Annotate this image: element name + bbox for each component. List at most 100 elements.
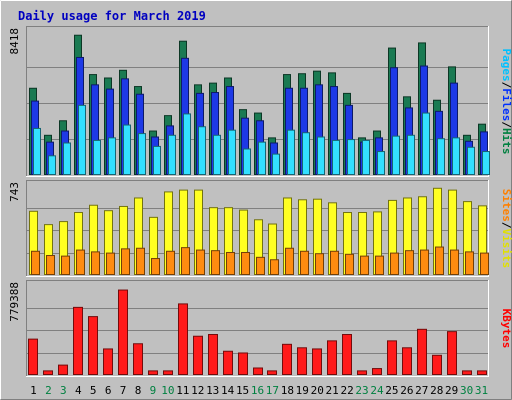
x-tick-label-day-23: 23 xyxy=(355,384,368,397)
bar-pages-day-25 xyxy=(392,135,400,175)
bar-kbytes-day-17 xyxy=(267,370,277,375)
bar-pages-day-22 xyxy=(347,139,355,176)
bar-pages-day-18 xyxy=(287,129,295,175)
panel-middle-legend: Sites/Visits xyxy=(500,189,512,269)
bar-kbytes-day-22 xyxy=(342,334,352,375)
x-tick-label-day-4: 4 xyxy=(75,384,82,397)
bar-sites-day-26 xyxy=(405,250,414,276)
bar-kbytes-day-11 xyxy=(178,303,188,375)
bar-sites-day-8 xyxy=(136,247,145,275)
bar-pages-day-26 xyxy=(407,134,415,176)
bar-kbytes-day-12 xyxy=(193,335,203,376)
legend-entry-kbytes: KBytes xyxy=(500,309,512,349)
series-kbytes xyxy=(28,289,487,376)
bar-kbytes-day-28 xyxy=(432,354,442,376)
bar-kbytes-day-29 xyxy=(447,331,457,375)
x-tick-label-day-26: 26 xyxy=(400,384,413,397)
bar-pages-day-9 xyxy=(153,145,161,176)
legend-entry-sites: Sites xyxy=(500,189,512,222)
bar-sites-day-20 xyxy=(315,253,324,276)
bar-sites-day-11 xyxy=(181,247,190,275)
bar-pages-day-29 xyxy=(452,137,460,176)
bar-kbytes-day-18 xyxy=(282,343,292,375)
bar-sites-day-22 xyxy=(345,253,354,276)
bar-pages-day-2 xyxy=(48,155,56,175)
x-axis-day-labels: 1 2 3 4 5 6 7 8 9 10 11 12 13 14 15 16 17 18 19 20 21 22 23 24 2… xyxy=(30,384,488,397)
bar-kbytes-day-10 xyxy=(163,370,173,375)
bar-kbytes-day-25 xyxy=(387,340,397,375)
panel-middle-max-label: 743 xyxy=(8,182,21,202)
x-tick-label-day-14: 14 xyxy=(221,384,235,397)
bar-sites-day-23 xyxy=(360,255,369,275)
bar-sites-day-14 xyxy=(226,251,235,276)
panel-top-legend: Pages/Files/Hits xyxy=(500,49,512,155)
bar-sites-day-16 xyxy=(256,256,265,275)
bar-sites-day-13 xyxy=(211,250,220,276)
bar-kbytes-day-26 xyxy=(402,347,412,376)
bar-kbytes-day-14 xyxy=(223,350,233,376)
bar-sites-day-17 xyxy=(270,259,279,275)
bar-pages-day-4 xyxy=(78,104,86,175)
legend-entry-files: Files xyxy=(500,88,512,121)
bar-pages-day-15 xyxy=(243,148,251,175)
bar-pages-day-17 xyxy=(272,153,280,175)
bar-pages-day-13 xyxy=(213,134,221,176)
bar-kbytes-day-9 xyxy=(148,370,158,375)
bar-kbytes-day-4 xyxy=(73,306,83,376)
bar-sites-day-24 xyxy=(375,255,384,275)
x-tick-label-day-6: 6 xyxy=(105,384,112,397)
bar-sites-day-29 xyxy=(450,249,459,276)
bar-pages-day-5 xyxy=(93,139,101,175)
bar-sites-day-12 xyxy=(196,249,205,276)
bar-sites-day-21 xyxy=(330,250,339,276)
bar-kbytes-day-1 xyxy=(28,338,38,375)
bar-kbytes-day-15 xyxy=(238,352,248,375)
legend-entry-separator-3: / xyxy=(500,121,512,128)
bar-kbytes-day-8 xyxy=(133,343,143,376)
bar-kbytes-day-6 xyxy=(103,348,113,376)
x-tick-label-day-20: 20 xyxy=(311,384,324,397)
bar-sites-day-27 xyxy=(420,249,429,276)
panel-bottom-max-label: 779388 xyxy=(8,282,21,322)
bar-pages-day-31 xyxy=(482,151,490,175)
bar-sites-day-28 xyxy=(435,246,444,275)
x-tick-label-day-7: 7 xyxy=(120,384,127,397)
bar-kbytes-day-24 xyxy=(372,368,382,375)
x-tick-label-day-13: 13 xyxy=(206,384,219,397)
x-tick-label-day-8: 8 xyxy=(135,384,142,397)
x-tick-label-day-22: 22 xyxy=(340,384,353,397)
bar-pages-day-3 xyxy=(63,142,71,175)
x-tick-label-day-24: 24 xyxy=(370,384,384,397)
bar-pages-day-27 xyxy=(422,112,430,175)
x-tick-label-day-19: 19 xyxy=(296,384,309,397)
bar-pages-day-11 xyxy=(183,113,191,176)
chart-title: Daily usage for March 2019 xyxy=(18,9,206,23)
bar-sites-day-18 xyxy=(285,247,294,275)
x-tick-label-day-1: 1 xyxy=(30,384,37,397)
x-tick-label-day-27: 27 xyxy=(415,384,428,397)
bar-sites-day-3 xyxy=(61,255,70,275)
bar-sites-day-31 xyxy=(480,252,489,276)
x-tick-label-day-25: 25 xyxy=(385,384,398,397)
bar-sites-day-19 xyxy=(300,250,309,276)
bar-pages-day-14 xyxy=(228,129,236,175)
x-tick-label-day-17: 17 xyxy=(266,384,279,397)
panel-bottom: 779388 KBytes xyxy=(8,280,512,377)
legend-entry-separator-1: / xyxy=(500,222,512,229)
bar-sites-day-1 xyxy=(31,250,40,276)
bar-pages-day-16 xyxy=(258,141,266,176)
panel-top-max-label: 8418 xyxy=(8,28,21,55)
x-tick-label-day-15: 15 xyxy=(236,384,249,397)
x-tick-label-day-30: 30 xyxy=(460,384,473,397)
series-sites xyxy=(31,246,489,276)
bar-pages-day-7 xyxy=(123,124,131,175)
bar-sites-day-5 xyxy=(91,251,100,276)
x-tick-label-day-9: 9 xyxy=(150,384,157,397)
bar-pages-day-24 xyxy=(377,151,385,175)
legend-entry-pages: Pages xyxy=(500,49,512,82)
bar-sites-day-15 xyxy=(241,251,250,276)
bar-sites-day-25 xyxy=(390,252,399,276)
bar-sites-day-2 xyxy=(46,255,55,275)
